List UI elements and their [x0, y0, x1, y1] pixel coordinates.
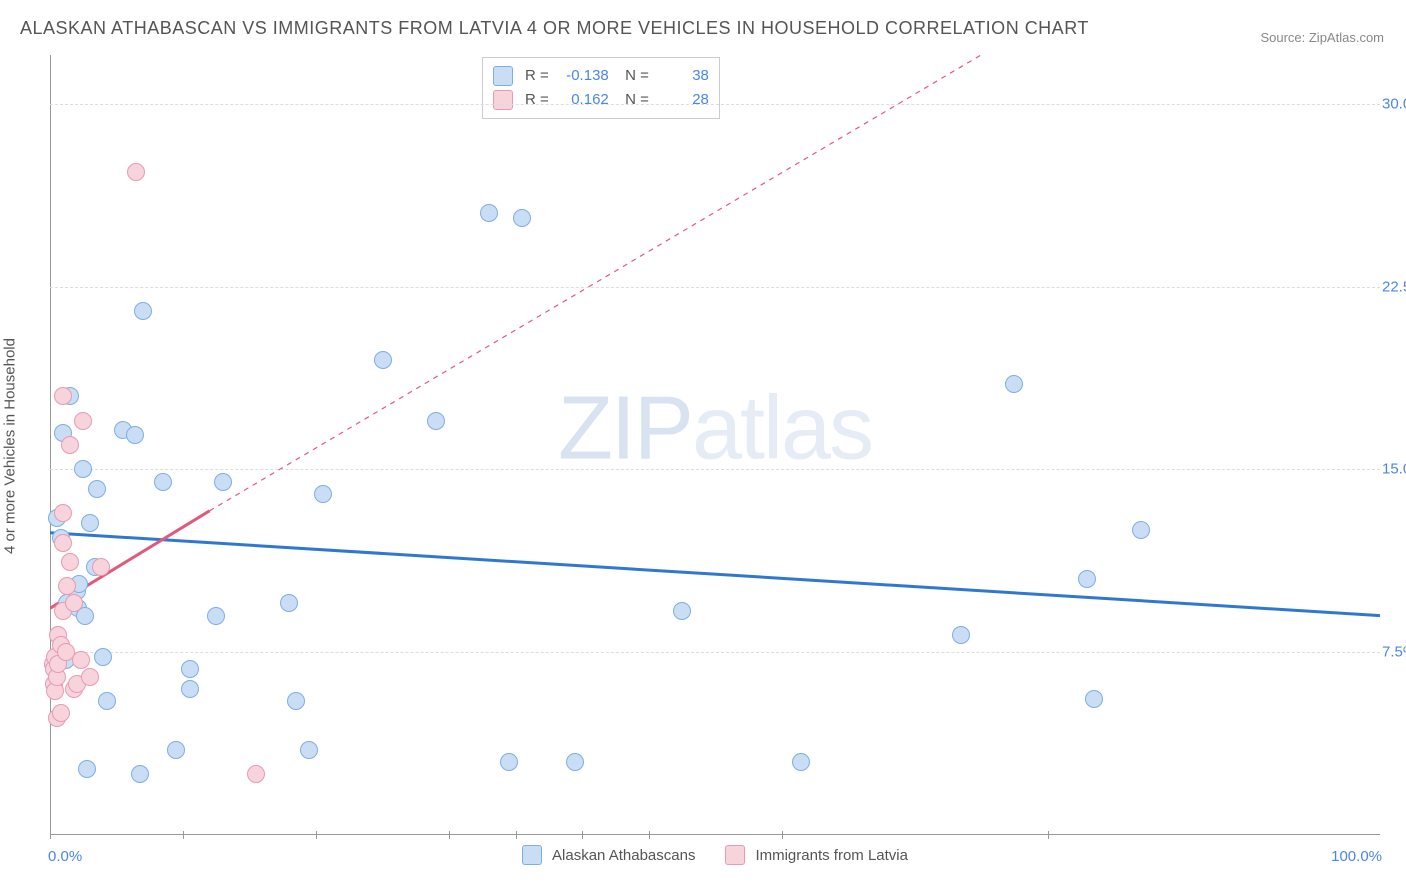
x-tick	[316, 831, 317, 839]
swatch-series-b	[493, 90, 513, 110]
scatter-point	[54, 387, 72, 405]
watermark: ZIPatlas	[558, 378, 872, 481]
scatter-point	[52, 704, 70, 722]
y-tick-label: 7.5%	[1382, 644, 1406, 661]
x-tick	[449, 831, 450, 839]
scatter-point	[72, 651, 90, 669]
scatter-point	[167, 741, 185, 759]
scatter-point	[127, 163, 145, 181]
scatter-point	[94, 648, 112, 666]
scatter-point	[78, 760, 96, 778]
x-axis-line	[50, 834, 1380, 835]
scatter-point	[513, 209, 531, 227]
scatter-point	[81, 514, 99, 532]
scatter-point	[1132, 521, 1150, 539]
scatter-point	[61, 553, 79, 571]
scatter-point	[500, 753, 518, 771]
scatter-point	[154, 473, 172, 491]
chart-plot-area: ZIPatlas R = -0.138 N = 38 R = 0.162 N =…	[50, 55, 1380, 835]
scatter-point	[280, 594, 298, 612]
bottom-legend: Alaskan Athabascans Immigrants from Latv…	[522, 845, 908, 865]
scatter-point	[126, 426, 144, 444]
scatter-point	[65, 594, 83, 612]
stats-legend-box: R = -0.138 N = 38 R = 0.162 N = 28	[482, 57, 720, 119]
swatch-series-a	[493, 66, 513, 86]
n-label: N =	[617, 64, 649, 88]
scatter-point	[134, 302, 152, 320]
x-tick	[50, 831, 51, 839]
gridline	[50, 652, 1380, 653]
r-value-a: -0.138	[557, 64, 609, 88]
scatter-point	[1005, 375, 1023, 393]
scatter-point	[88, 480, 106, 498]
r-value-b: 0.162	[557, 88, 609, 112]
source-label: Source: ZipAtlas.com	[1260, 30, 1384, 45]
r-label: R =	[525, 64, 549, 88]
gridline	[50, 287, 1380, 288]
x-tick	[649, 831, 650, 839]
x-tick	[516, 831, 517, 839]
scatter-point	[74, 412, 92, 430]
y-tick-label: 15.0%	[1382, 461, 1406, 478]
watermark-atlas: atlas	[692, 379, 872, 479]
scatter-point	[181, 680, 199, 698]
x-tick	[782, 831, 783, 839]
scatter-point	[207, 607, 225, 625]
trend-lines-svg	[50, 55, 1380, 835]
n-value-a: 38	[657, 64, 709, 88]
n-value-b: 28	[657, 88, 709, 112]
n-label: N =	[617, 88, 649, 112]
r-label: R =	[525, 88, 549, 112]
scatter-point	[98, 692, 116, 710]
scatter-point	[300, 741, 318, 759]
x-axis-max-label: 100.0%	[1331, 848, 1382, 865]
chart-title: ALASKAN ATHABASCAN VS IMMIGRANTS FROM LA…	[20, 18, 1089, 39]
scatter-point	[374, 351, 392, 369]
scatter-point	[287, 692, 305, 710]
scatter-point	[673, 602, 691, 620]
stats-row-series-a: R = -0.138 N = 38	[493, 64, 709, 88]
scatter-point	[566, 753, 584, 771]
trend-line-series-a	[50, 533, 1380, 616]
gridline	[50, 469, 1380, 470]
scatter-point	[61, 436, 79, 454]
x-tick	[183, 831, 184, 839]
scatter-point	[952, 626, 970, 644]
legend-label-b: Immigrants from Latvia	[755, 847, 908, 864]
y-tick-label: 30.0%	[1382, 95, 1406, 112]
scatter-point	[314, 485, 332, 503]
stats-row-series-b: R = 0.162 N = 28	[493, 88, 709, 112]
y-axis-label: 4 or more Vehicles in Household	[2, 338, 19, 554]
x-tick	[1048, 831, 1049, 839]
scatter-point	[480, 204, 498, 222]
legend-item-series-b: Immigrants from Latvia	[725, 845, 908, 865]
scatter-point	[54, 534, 72, 552]
watermark-zip: ZIP	[558, 379, 692, 479]
scatter-point	[81, 668, 99, 686]
gridline	[50, 104, 1380, 105]
scatter-point	[181, 660, 199, 678]
y-tick-label: 22.5%	[1382, 278, 1406, 295]
scatter-point	[214, 473, 232, 491]
scatter-point	[92, 558, 110, 576]
scatter-point	[427, 412, 445, 430]
scatter-point	[54, 504, 72, 522]
scatter-point	[792, 753, 810, 771]
legend-item-series-a: Alaskan Athabascans	[522, 845, 695, 865]
scatter-point	[247, 765, 265, 783]
x-axis-min-label: 0.0%	[48, 848, 82, 865]
swatch-series-b-icon	[725, 845, 745, 865]
scatter-point	[1085, 690, 1103, 708]
swatch-series-a-icon	[522, 845, 542, 865]
scatter-point	[58, 577, 76, 595]
legend-label-a: Alaskan Athabascans	[552, 847, 695, 864]
x-tick	[582, 831, 583, 839]
scatter-point	[131, 765, 149, 783]
scatter-point	[1078, 570, 1096, 588]
trend-line-series-b-dash	[210, 55, 981, 511]
scatter-point	[74, 460, 92, 478]
